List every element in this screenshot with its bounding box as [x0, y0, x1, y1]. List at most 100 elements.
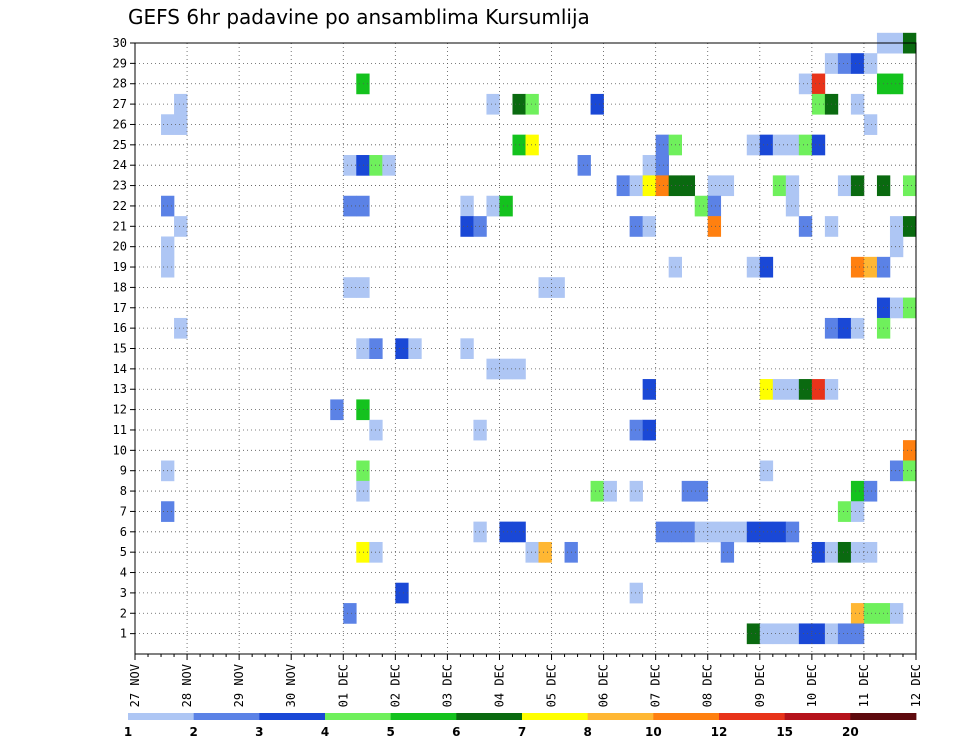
- x-tick-label: 07 DEC: [649, 664, 663, 707]
- heatmap-cell: [707, 195, 722, 217]
- heatmap-cell: [629, 480, 643, 502]
- x-tick-label: 29 NOV: [232, 664, 246, 707]
- colorbar-label: 5: [386, 725, 394, 739]
- heatmap-cell: [785, 175, 800, 197]
- y-tick-label: 21: [113, 219, 127, 233]
- colorbar-swatch: [390, 713, 457, 720]
- heatmap-cell: [746, 134, 761, 156]
- heatmap-cell: [343, 603, 357, 624]
- heatmap-cell: [837, 175, 852, 197]
- x-tick-label: 12 DEC: [909, 664, 923, 707]
- heatmap-cell: [356, 155, 370, 176]
- heatmap-cell: [356, 338, 370, 359]
- heatmap-cell: [538, 541, 552, 563]
- heatmap-cell: [473, 216, 487, 237]
- heatmap-cell: [343, 277, 357, 298]
- heatmap-cell: [473, 419, 487, 441]
- y-tick-label: 2: [120, 606, 127, 620]
- x-tick-label: 02 DEC: [388, 664, 402, 707]
- y-tick-label: 29: [113, 56, 127, 70]
- heatmap-cell: [798, 379, 813, 400]
- heatmap-cell: [863, 541, 878, 563]
- heatmap-cell: [642, 379, 656, 400]
- heatmap-cell: [499, 195, 513, 217]
- y-tick-label: 26: [113, 117, 127, 131]
- x-tick-label: 28 NOV: [180, 664, 194, 707]
- heatmap-cell: [785, 134, 800, 156]
- colorbar-label: 2: [189, 725, 197, 739]
- y-tick-label: 19: [113, 260, 127, 274]
- colorbar-legend: 1 2 3 4 5 6 7 8 10 12 15 20: [124, 713, 917, 739]
- x-tick-label: 05 DEC: [545, 664, 559, 707]
- heatmap-cell: [811, 541, 826, 563]
- colorbar-label: 7: [518, 725, 526, 739]
- heatmap-cell: [746, 256, 761, 278]
- heatmap-cell: [889, 216, 904, 237]
- heatmap-cell: [902, 460, 917, 482]
- y-tick-label: 20: [113, 240, 127, 254]
- y-tick-label: 15: [113, 342, 127, 356]
- y-tick-label: 6: [120, 525, 127, 539]
- heatmap-cell: [356, 480, 370, 502]
- colorbar-swatch: [784, 713, 851, 720]
- heatmap-cell: [642, 155, 656, 176]
- colorbar-swatch: [325, 713, 392, 720]
- heatmap-cell: [811, 379, 826, 400]
- colorbar-swatch: [259, 713, 326, 720]
- heatmap-cell: [694, 480, 709, 502]
- y-tick-label: 1: [120, 627, 127, 641]
- heatmap-cell: [174, 114, 188, 135]
- colorbar-label: 6: [452, 725, 460, 739]
- heatmap-cell: [889, 603, 904, 624]
- y-tick-label: 25: [113, 138, 127, 152]
- heatmap-cell: [902, 175, 917, 197]
- heatmap-cell: [759, 521, 774, 543]
- colorbar-swatch: [128, 713, 195, 720]
- heatmap-cell: [551, 277, 565, 298]
- heatmap-cell: [655, 134, 669, 156]
- heatmap-cell: [759, 134, 774, 156]
- heatmap-cell: [681, 521, 696, 543]
- colorbar-label: 3: [255, 725, 263, 739]
- heatmap-cell: [629, 175, 643, 197]
- heatmap-cell: [733, 521, 748, 543]
- y-tick-label: 12: [113, 403, 127, 417]
- heatmap-cell: [395, 582, 409, 604]
- heatmap-cell: [837, 53, 852, 74]
- heatmap-cell: [798, 216, 813, 237]
- y-tick-label: 4: [120, 566, 127, 580]
- y-tick-label: 14: [113, 362, 127, 376]
- heatmap-cell: [356, 73, 370, 95]
- heatmap-cell: [590, 480, 604, 502]
- heatmap-cell: [889, 236, 904, 258]
- heatmap-cell: [811, 134, 826, 156]
- heatmap-cell: [629, 419, 643, 441]
- heatmap-cell: [863, 114, 878, 135]
- heatmap-cell: [785, 623, 800, 645]
- x-axis: 27 NOV 28 NOV 29 NOV 30 NOV 01 DEC 02 DEC 03 D…: [128, 654, 923, 707]
- colorbar-label: 10: [645, 725, 662, 739]
- heatmap-cell: [850, 256, 865, 278]
- x-tick-label: 10 DEC: [805, 664, 819, 707]
- x-tick-label: 09 DEC: [753, 664, 767, 707]
- x-tick-label: 03 DEC: [440, 664, 454, 707]
- heatmap-cell: [850, 501, 865, 522]
- heatmap-cell: [863, 480, 878, 502]
- heatmap-cell: [785, 195, 800, 217]
- heatmap-cell: [356, 399, 370, 421]
- heatmap-cell: [746, 623, 761, 645]
- y-tick-label: 16: [113, 321, 127, 335]
- heatmap-cell: [642, 419, 656, 441]
- colorbar-swatch: [193, 713, 260, 720]
- heatmap-cell: [590, 93, 604, 115]
- heatmap-cell: [343, 195, 357, 217]
- colorbar-swatch: [456, 713, 523, 720]
- heatmap-cell: [707, 175, 722, 197]
- heatmap-cell: [889, 460, 904, 482]
- y-tick-label: 30: [113, 36, 127, 50]
- heatmap-cell: [681, 175, 696, 197]
- heatmap-cell: [850, 480, 865, 502]
- heatmap-cell: [343, 155, 357, 176]
- heatmap-cell: [694, 195, 709, 217]
